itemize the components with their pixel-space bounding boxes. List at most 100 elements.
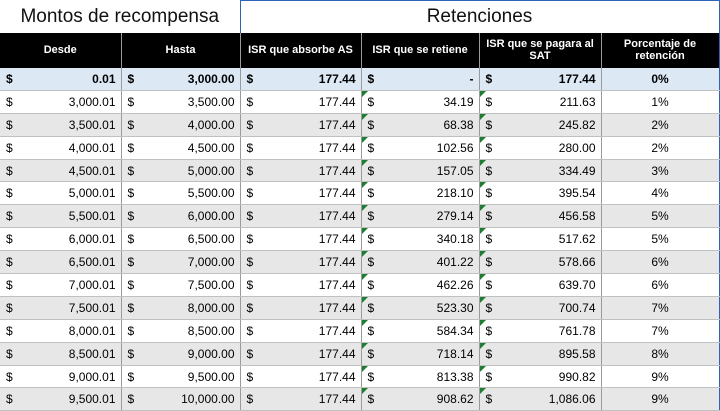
column-header-isr-retiene[interactable]: ISR que se retiene bbox=[361, 32, 480, 68]
cell-sat[interactable]: $517.62 bbox=[479, 227, 602, 252]
cell-retiene[interactable]: $34.19 bbox=[361, 90, 480, 114]
cell-desde[interactable]: $5,500.01 bbox=[0, 204, 122, 229]
cell-retiene[interactable]: $813.38 bbox=[361, 365, 480, 389]
cell-retiene[interactable]: $718.14 bbox=[361, 342, 480, 366]
cell-hasta[interactable]: $5,000.00 bbox=[121, 159, 241, 183]
cell-porcentaje[interactable]: 7% bbox=[601, 296, 720, 320]
cell-retiene[interactable]: $584.34 bbox=[361, 319, 480, 343]
cell-retiene[interactable]: $279.14 bbox=[361, 204, 480, 229]
cell-hasta[interactable]: $3,000.00 bbox=[121, 67, 241, 91]
cell-sat[interactable]: $456.58 bbox=[479, 204, 602, 229]
cell-porcentaje[interactable]: 2% bbox=[601, 113, 720, 137]
cell-sat[interactable]: $639.70 bbox=[479, 273, 602, 297]
cell-porcentaje[interactable]: 9% bbox=[601, 387, 720, 411]
cell-sat[interactable]: $245.82 bbox=[479, 113, 602, 137]
cell-porcentaje[interactable]: 1% bbox=[601, 90, 720, 114]
cell-retiene[interactable]: $218.10 bbox=[361, 181, 480, 206]
cell-hasta[interactable]: $10,000.00 bbox=[121, 387, 241, 411]
cell-absorbe[interactable]: $177.44 bbox=[239, 296, 362, 320]
cell-hasta[interactable]: $8,500.00 bbox=[121, 319, 241, 343]
cell-desde[interactable]: $0.01 bbox=[0, 67, 122, 91]
cell-desde[interactable]: $8,000.01 bbox=[0, 319, 122, 343]
cell-retiene[interactable]: $102.56 bbox=[361, 136, 480, 160]
cell-hasta[interactable]: $5,500.00 bbox=[121, 181, 241, 206]
cell-porcentaje[interactable]: 5% bbox=[601, 227, 720, 252]
cell-hasta[interactable]: $9,500.00 bbox=[121, 365, 241, 389]
cell-hasta[interactable]: $8,000.00 bbox=[121, 296, 241, 320]
cell-hasta[interactable]: $7,000.00 bbox=[121, 250, 241, 275]
cell-porcentaje[interactable]: 6% bbox=[601, 273, 720, 297]
cell-hasta[interactable]: $9,000.00 bbox=[121, 342, 241, 366]
cell-porcentaje[interactable]: 7% bbox=[601, 319, 720, 343]
column-header-desde[interactable]: Desde bbox=[0, 32, 122, 68]
cell-sat[interactable]: $578.66 bbox=[479, 250, 602, 275]
cell-absorbe[interactable]: $177.44 bbox=[239, 113, 362, 137]
cell-porcentaje[interactable]: 4% bbox=[601, 181, 720, 206]
cell-absorbe[interactable]: $177.44 bbox=[239, 387, 362, 411]
cell-desde[interactable]: $3,500.01 bbox=[0, 113, 122, 137]
cell-retiene[interactable]: $462.26 bbox=[361, 273, 480, 297]
cell-retiene[interactable]: $401.22 bbox=[361, 250, 480, 275]
cell-desde[interactable]: $9,500.01 bbox=[0, 387, 122, 411]
cell-desde[interactable]: $4,500.01 bbox=[0, 159, 122, 183]
cell-desde[interactable]: $6,000.01 bbox=[0, 227, 122, 252]
amount-desde: 3,000.01 bbox=[68, 94, 116, 109]
cell-porcentaje[interactable]: 2% bbox=[601, 136, 720, 160]
cell-hasta[interactable]: $6,000.00 bbox=[121, 204, 241, 229]
cell-porcentaje[interactable]: 6% bbox=[601, 250, 720, 275]
column-header-isr-sat[interactable]: ISR que se pagara al SAT bbox=[479, 32, 602, 68]
cell-desde[interactable]: $6,500.01 bbox=[0, 250, 122, 275]
cell-hasta[interactable]: $4,000.00 bbox=[121, 113, 241, 137]
cell-sat[interactable]: $177.44 bbox=[479, 67, 602, 91]
cell-desde[interactable]: $7,000.01 bbox=[0, 273, 122, 297]
cell-absorbe[interactable]: $177.44 bbox=[239, 159, 362, 183]
cell-sat[interactable]: $211.63 bbox=[479, 90, 602, 114]
cell-absorbe[interactable]: $177.44 bbox=[239, 365, 362, 389]
cell-desde[interactable]: $4,000.01 bbox=[0, 136, 122, 160]
cell-retiene[interactable]: $523.30 bbox=[361, 296, 480, 320]
cell-absorbe[interactable]: $177.44 bbox=[239, 136, 362, 160]
amount-absorbe: 177.44 bbox=[318, 71, 356, 86]
cell-absorbe[interactable]: $177.44 bbox=[239, 204, 362, 229]
cell-absorbe[interactable]: $177.44 bbox=[239, 181, 362, 206]
cell-desde[interactable]: $7,500.01 bbox=[0, 296, 122, 320]
cell-absorbe[interactable]: $177.44 bbox=[239, 90, 362, 114]
currency-symbol: $ bbox=[246, 140, 254, 155]
cell-absorbe[interactable]: $177.44 bbox=[239, 342, 362, 366]
cell-sat[interactable]: $1,086.06 bbox=[479, 387, 602, 411]
cell-sat[interactable]: $280.00 bbox=[479, 136, 602, 160]
cell-retiene[interactable]: $340.18 bbox=[361, 227, 480, 252]
cell-hasta[interactable]: $7,500.00 bbox=[121, 273, 241, 297]
cell-hasta[interactable]: $4,500.00 bbox=[121, 136, 241, 160]
cell-sat[interactable]: $700.74 bbox=[479, 296, 602, 320]
cell-desde[interactable]: $9,000.01 bbox=[0, 365, 122, 389]
cell-desde[interactable]: $8,500.01 bbox=[0, 342, 122, 366]
cell-absorbe[interactable]: $177.44 bbox=[239, 67, 362, 91]
cell-porcentaje[interactable]: 0% bbox=[601, 67, 720, 91]
cell-sat[interactable]: $395.54 bbox=[479, 181, 602, 206]
cell-sat[interactable]: $990.82 bbox=[479, 365, 602, 389]
cell-absorbe[interactable]: $177.44 bbox=[239, 319, 362, 343]
cell-sat[interactable]: $334.49 bbox=[479, 159, 602, 183]
cell-absorbe[interactable]: $177.44 bbox=[239, 273, 362, 297]
cell-retiene[interactable]: $ - bbox=[361, 67, 480, 91]
cell-retiene[interactable]: $157.05 bbox=[361, 159, 480, 183]
cell-absorbe[interactable]: $177.44 bbox=[239, 227, 362, 252]
column-header-isr-absorbe[interactable]: ISR que absorbe AS bbox=[240, 32, 362, 68]
cell-porcentaje[interactable]: 9% bbox=[601, 365, 720, 389]
cell-retiene[interactable]: $68.38 bbox=[361, 113, 480, 137]
currency-symbol: $ bbox=[246, 392, 254, 407]
cell-hasta[interactable]: $6,500.00 bbox=[121, 227, 241, 252]
cell-porcentaje[interactable]: 5% bbox=[601, 204, 720, 229]
cell-porcentaje[interactable]: 8% bbox=[601, 342, 720, 366]
cell-porcentaje[interactable]: 3% bbox=[601, 159, 720, 183]
cell-sat[interactable]: $761.78 bbox=[479, 319, 602, 343]
cell-absorbe[interactable]: $177.44 bbox=[239, 250, 362, 275]
column-header-hasta[interactable]: Hasta bbox=[121, 32, 241, 68]
cell-desde[interactable]: $3,000.01 bbox=[0, 90, 122, 114]
cell-retiene[interactable]: $908.62 bbox=[361, 387, 480, 411]
column-header-porcentaje[interactable]: Porcentaje de retención bbox=[601, 32, 720, 68]
cell-hasta[interactable]: $3,500.00 bbox=[121, 90, 241, 114]
cell-sat[interactable]: $895.58 bbox=[479, 342, 602, 366]
cell-desde[interactable]: $5,000.01 bbox=[0, 181, 122, 206]
